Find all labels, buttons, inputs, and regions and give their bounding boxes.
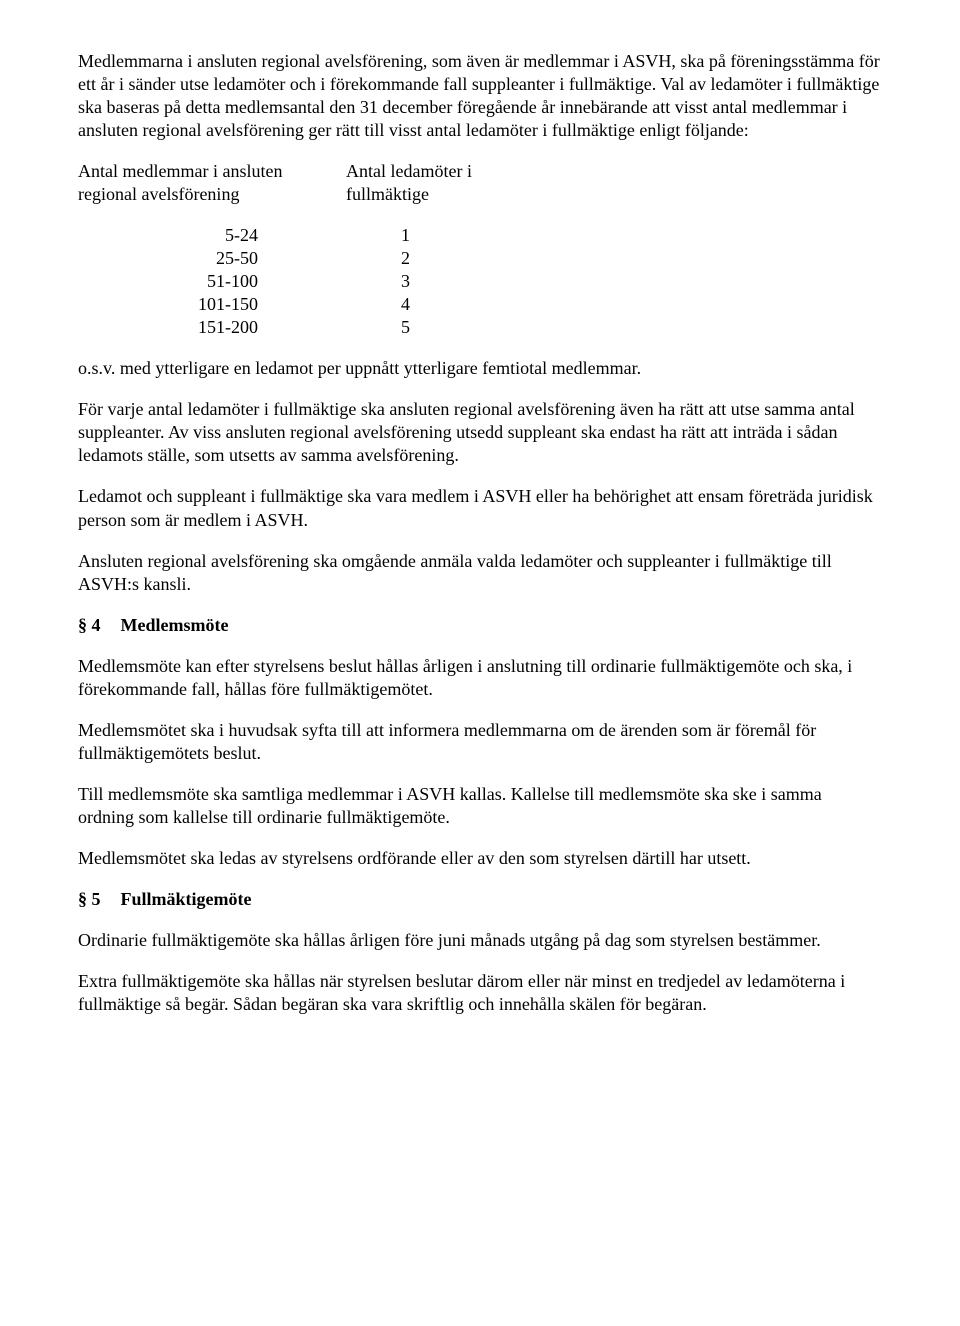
th-text: fullmäktige <box>346 184 429 204</box>
paragraph: Extra fullmäktigemöte ska hållas när sty… <box>78 970 882 1016</box>
paragraph: Medlemsmöte kan efter styrelsens beslut … <box>78 655 882 701</box>
cell-count: 5 <box>258 316 410 339</box>
section-title: Fullmäktigemöte <box>121 889 252 909</box>
paragraph: För varje antal ledamöter i fullmäktige … <box>78 398 882 467</box>
th-text: Antal ledamöter i <box>346 161 472 181</box>
paragraph: o.s.v. med ytterligare en ledamot per up… <box>78 357 882 380</box>
table-row: 51-100 3 <box>78 270 882 293</box>
cell-range: 5-24 <box>78 224 258 247</box>
th-text: regional avelsförening <box>78 184 239 204</box>
cell-range: 51-100 <box>78 270 258 293</box>
cell-range: 25-50 <box>78 247 258 270</box>
paragraph: Ordinarie fullmäktigemöte ska hållas årl… <box>78 929 882 952</box>
section-heading-5: § 5 Fullmäktigemöte <box>78 888 882 911</box>
table-row: 25-50 2 <box>78 247 882 270</box>
cell-count: 2 <box>258 247 410 270</box>
section-number: § 4 <box>78 614 116 637</box>
paragraph: Ledamot och suppleant i fullmäktige ska … <box>78 485 882 531</box>
paragraph: Medlemsmötet ska ledas av styrelsens ord… <box>78 847 882 870</box>
cell-count: 4 <box>258 293 410 316</box>
paragraph: Medlemsmötet ska i huvudsak syfta till a… <box>78 719 882 765</box>
table-row: 5-24 1 <box>78 224 882 247</box>
cell-count: 1 <box>258 224 410 247</box>
cell-range: 151-200 <box>78 316 258 339</box>
allocation-table: Antal medlemmar i ansluten regional avel… <box>78 160 882 339</box>
section-number: § 5 <box>78 888 116 911</box>
paragraph: Till medlemsmöte ska samtliga medlemmar … <box>78 783 882 829</box>
table-row: 101-150 4 <box>78 293 882 316</box>
cell-range: 101-150 <box>78 293 258 316</box>
section-heading-4: § 4 Medlemsmöte <box>78 614 882 637</box>
cell-count: 3 <box>258 270 410 293</box>
paragraph: Medlemmarna i ansluten regional avelsför… <box>78 50 882 142</box>
section-title: Medlemsmöte <box>121 615 229 635</box>
paragraph: Ansluten regional avelsförening ska omgå… <box>78 550 882 596</box>
table-row: 151-200 5 <box>78 316 882 339</box>
table-head-left: Antal medlemmar i ansluten regional avel… <box>78 160 346 206</box>
th-text: Antal medlemmar i ansluten <box>78 161 282 181</box>
table-head-right: Antal ledamöter i fullmäktige <box>346 160 506 206</box>
